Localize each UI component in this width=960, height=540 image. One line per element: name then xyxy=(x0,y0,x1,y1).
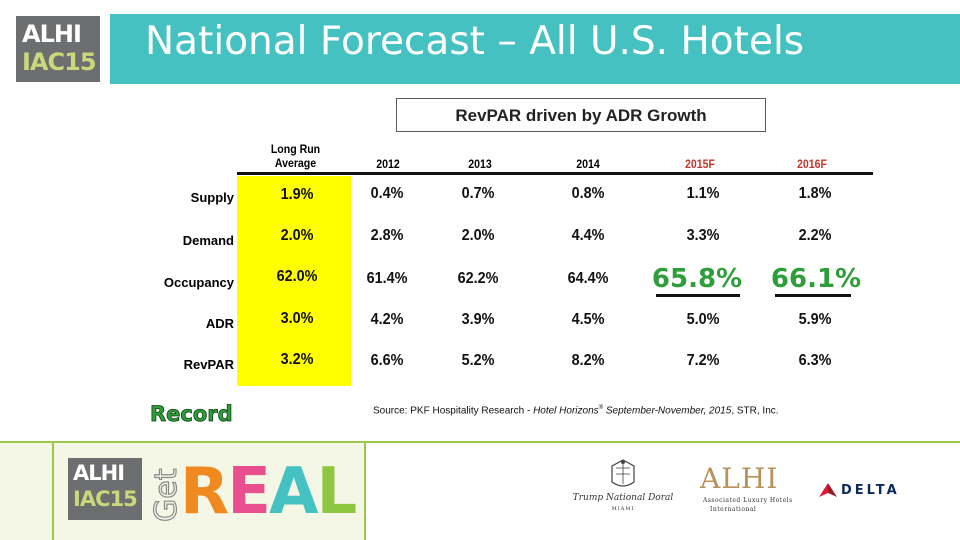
cell-occupancy-2012: 61.4% xyxy=(366,270,408,287)
cell-revpar-2016f: 6.3% xyxy=(798,352,832,369)
logo-line-iac15: IAC15 xyxy=(22,48,97,76)
col-header-long-run-line2: Average xyxy=(274,156,317,170)
subtitle-box: RevPAR driven by ADR Growth xyxy=(396,98,766,132)
alhi-subtitle-2: International xyxy=(710,506,757,513)
real-letter-a: A xyxy=(269,455,319,529)
real-letter-e: E xyxy=(227,455,271,529)
cell-revpar-2013: 5.2% xyxy=(461,352,495,369)
footer-right-rule xyxy=(364,443,366,540)
cell-demand-2016f: 2.2% xyxy=(798,227,832,244)
footer-logo-line-alhi: ALHI xyxy=(73,461,125,485)
cell-demand-2014: 4.4% xyxy=(571,227,605,244)
cell-revpar-2014: 8.2% xyxy=(571,352,605,369)
source-note: Source: PKF Hospitality Research - Hotel… xyxy=(373,405,779,416)
cell-occupancy-2016f-record: 66.1% xyxy=(770,264,862,294)
col-header-2016f: 2016F xyxy=(797,157,827,171)
cell-adr-2013: 3.9% xyxy=(461,311,495,328)
record-underline-2016f xyxy=(775,294,851,297)
cell-revpar-2015f: 7.2% xyxy=(686,352,720,369)
header-rule xyxy=(237,172,873,175)
footer-left-panel xyxy=(0,443,365,540)
cell-occupancy-longrun: 62.0% xyxy=(276,268,318,285)
trump-city: MIAMI xyxy=(611,506,635,512)
source-publication: Hotel Horizons xyxy=(533,405,599,417)
delta-widget-icon xyxy=(819,483,837,497)
real-letter-l: L xyxy=(316,455,358,529)
row-label-revpar: RevPAR xyxy=(183,357,234,372)
alhi-subtitle-1: Associated Luxury Hotels xyxy=(703,497,793,504)
cell-revpar-2012: 6.6% xyxy=(370,352,404,369)
real-wordmark: REAL xyxy=(180,452,358,532)
footer-divider xyxy=(0,441,960,443)
cell-supply-2014: 0.8% xyxy=(571,185,605,202)
source-prefix: Source: PKF Hospitality Research - xyxy=(373,405,534,417)
source-registered-mark: ® xyxy=(598,405,604,411)
logo-line-alhi: ALHI xyxy=(22,20,82,48)
title-bar xyxy=(110,14,960,84)
cell-adr-2012: 4.2% xyxy=(370,311,404,328)
footer-logo-line-iac15: IAC15 xyxy=(73,487,138,511)
source-period: September-November, 2015 xyxy=(603,405,732,417)
cell-demand-2015f: 3.3% xyxy=(686,227,720,244)
cell-revpar-longrun: 3.2% xyxy=(280,351,314,368)
footer-alhi-iac15-logo: ALHI IAC15 xyxy=(68,458,142,520)
col-header-2014: 2014 xyxy=(576,157,600,171)
cell-supply-2016f: 1.8% xyxy=(798,185,832,202)
col-header-long-run: Long Run Average xyxy=(254,142,338,170)
row-label-demand: Demand xyxy=(182,233,234,248)
delta-wordmark: DELTA xyxy=(841,483,900,498)
cell-demand-longrun: 2.0% xyxy=(280,227,314,244)
trump-name: Trump National Doral xyxy=(572,493,674,503)
cell-adr-2016f: 5.9% xyxy=(798,311,832,328)
trump-crest-icon xyxy=(611,459,635,487)
alhi-iac15-logo: ALHI IAC15 xyxy=(16,16,100,82)
cell-demand-2013: 2.0% xyxy=(461,227,495,244)
col-header-2012: 2012 xyxy=(376,157,400,171)
col-header-2015f: 2015F xyxy=(685,157,715,171)
get-text: Get xyxy=(149,468,183,522)
cell-supply-2012: 0.4% xyxy=(370,185,404,202)
alhi-wordmark: ALHI xyxy=(700,462,779,495)
col-header-2013: 2013 xyxy=(468,157,492,171)
cell-supply-2015f: 1.1% xyxy=(686,185,720,202)
cell-demand-2012: 2.8% xyxy=(370,227,404,244)
cell-adr-2015f: 5.0% xyxy=(686,311,720,328)
record-label: Record xyxy=(150,402,233,427)
cell-supply-longrun: 1.9% xyxy=(280,186,314,203)
get-rotated-text: Get xyxy=(148,468,183,523)
row-label-supply: Supply xyxy=(190,190,234,205)
cell-occupancy-2014: 64.4% xyxy=(567,270,609,287)
footer-left-rule xyxy=(52,443,54,540)
record-underline-2015f xyxy=(656,294,740,297)
cell-adr-longrun: 3.0% xyxy=(280,310,314,327)
slide-title: National Forecast – All U.S. Hotels xyxy=(145,19,805,64)
cell-occupancy-2013: 62.2% xyxy=(457,270,499,287)
long-run-highlight xyxy=(237,176,351,386)
row-label-occupancy: Occupancy xyxy=(163,275,234,290)
real-letter-r: R xyxy=(180,455,229,529)
col-header-long-run-line1: Long Run xyxy=(270,142,321,156)
row-label-adr: ADR xyxy=(205,316,234,331)
cell-supply-2013: 0.7% xyxy=(461,185,495,202)
cell-adr-2014: 4.5% xyxy=(571,311,605,328)
cell-occupancy-2015f-record: 65.8% xyxy=(651,264,743,294)
source-suffix: , STR, Inc. xyxy=(731,405,779,417)
